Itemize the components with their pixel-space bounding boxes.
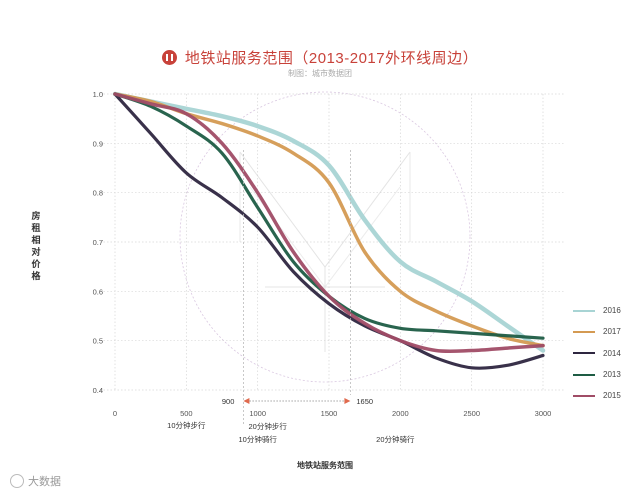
- legend-label: 2013: [603, 370, 621, 380]
- x-tick-label: 0: [113, 409, 117, 418]
- legend-label: 2014: [603, 348, 621, 358]
- emblem-circle: [179, 91, 471, 383]
- watermark: 大数据: [10, 473, 61, 489]
- legend-label: 2015: [603, 391, 621, 401]
- range-marker: 900 1650: [222, 150, 373, 425]
- chart-title-text: 地铁站服务范围（2013-2017外环线周边）: [184, 50, 479, 67]
- x-axis-label: 地铁站服务范围: [297, 461, 353, 470]
- legend-swatch: [573, 330, 595, 333]
- range-arrow-right: [344, 398, 351, 404]
- y-tick-label: 0.9: [93, 139, 103, 148]
- legend-item-2014: 2014: [573, 343, 621, 364]
- chart-subtitle: 制图：城市数据团: [288, 69, 352, 78]
- series-line-2014: [113, 92, 545, 370]
- legend-swatch: [573, 373, 595, 376]
- x-axis-ticks: 0 500 1000 1500 2000 2500 3000: [113, 409, 551, 418]
- legend-item-2016: 2016: [573, 300, 621, 321]
- annotation-label: 10分钟步行: [167, 420, 206, 430]
- y-tick-label: 1.0: [93, 90, 103, 99]
- logo-icon: [10, 474, 24, 488]
- subway-logo-icon: [161, 50, 177, 65]
- y-tick-label: 0.8: [93, 189, 103, 198]
- x-tick-label: 3000: [535, 409, 552, 418]
- y-axis-ticks: 0.4 0.5 0.6 0.7 0.8 0.9 1.0: [93, 90, 103, 395]
- legend-swatch: [573, 394, 595, 397]
- range-to-label: 1650: [356, 397, 373, 406]
- range-arrow-left: [243, 398, 250, 404]
- series-line-2016: [112, 91, 546, 353]
- chart-title: 地铁站服务范围（2013-2017外环线周边）: [0, 47, 640, 68]
- x-tick-label: 2500: [463, 409, 480, 418]
- y-tick-label: 0.6: [93, 287, 103, 296]
- legend-label: 2016: [603, 306, 621, 316]
- subway-emblem-watermark: [179, 91, 471, 383]
- legend-item-2017: 2017: [573, 321, 621, 342]
- chart-legend: 2016 2017 2014 2013 2015: [573, 300, 621, 406]
- series-line-2015: [113, 92, 545, 354]
- annotation-label: 20分钟骑行: [376, 434, 415, 444]
- chart-annotations: 10分钟步行 20分钟步行 10分钟骑行 20分钟骑行: [167, 420, 415, 444]
- y-tick-label: 0.5: [93, 337, 103, 346]
- y-tick-label: 0.4: [93, 386, 103, 395]
- legend-label: 2017: [603, 327, 621, 337]
- annotation-label: 20分钟步行: [248, 421, 287, 431]
- legend-swatch: [573, 309, 595, 312]
- range-from-label: 900: [222, 397, 235, 406]
- legend-item-2015: 2015: [573, 385, 621, 406]
- legend-swatch: [573, 352, 595, 355]
- chart-grid: [100, 93, 565, 391]
- y-axis-label: 房租相对价格: [31, 211, 41, 281]
- x-tick-label: 1000: [249, 409, 266, 418]
- x-tick-label: 2000: [392, 409, 409, 418]
- y-tick-label: 0.7: [93, 238, 103, 247]
- emblem-chevron: [239, 151, 411, 268]
- x-tick-label: 1500: [321, 409, 338, 418]
- annotation-label: 10分钟骑行: [238, 434, 277, 444]
- x-tick-label: 500: [180, 409, 193, 418]
- watermark-text: 大数据: [28, 476, 61, 488]
- chart-series: [112, 91, 546, 370]
- legend-item-2013: 2013: [573, 364, 621, 385]
